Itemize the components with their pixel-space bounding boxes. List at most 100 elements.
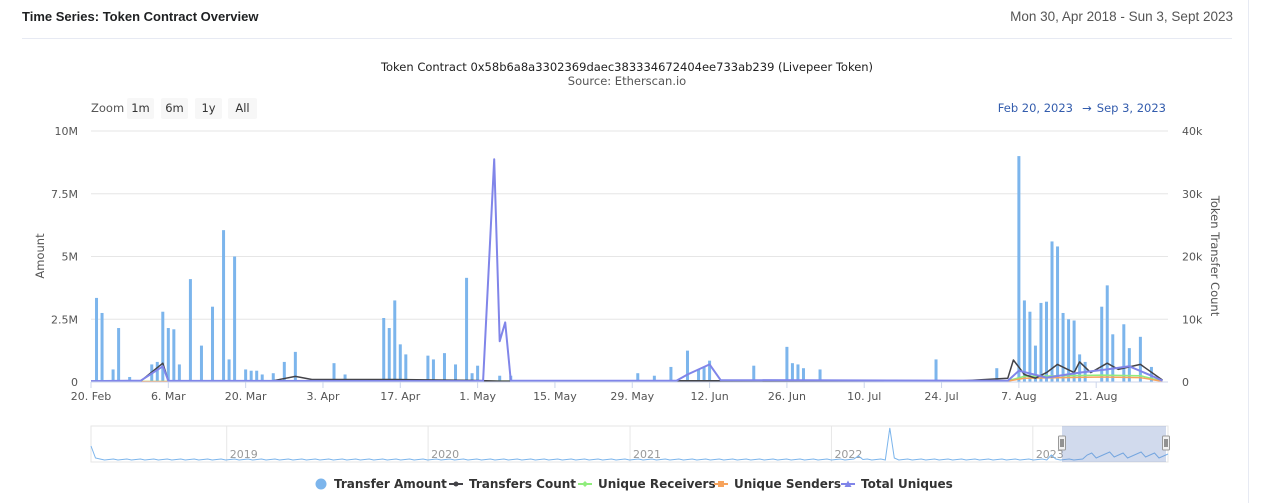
bar [161, 311, 165, 382]
bar [1111, 334, 1115, 382]
bar [454, 364, 458, 382]
zoom-button-6m[interactable]: 6m [161, 98, 188, 119]
zoom-button-1y[interactable]: 1y [195, 98, 222, 119]
navigator-years: 2019 2020 2021 2022 2023 [226, 426, 1064, 462]
bar [393, 300, 397, 382]
series-lines [90, 158, 1163, 383]
zoom-button-all[interactable]: All [228, 98, 257, 119]
bar [465, 277, 469, 382]
bar [172, 329, 176, 382]
bar [818, 369, 822, 382]
y2-tick-label: 30k [1182, 188, 1203, 201]
bar [498, 375, 502, 382]
bar [1044, 301, 1048, 382]
card-border [1248, 0, 1249, 503]
bar [332, 363, 336, 382]
navigator-left-handle[interactable] [1058, 435, 1066, 451]
bar [1028, 311, 1032, 382]
zoom-button-1m[interactable]: 1m [127, 98, 154, 119]
x-tick-label: 15. May [533, 390, 577, 403]
bar [1061, 312, 1065, 382]
y2-tick-label: 40k [1182, 125, 1203, 138]
bar [177, 364, 181, 382]
zoom-button-label: 1m [131, 101, 150, 115]
range-to[interactable]: Sep 3, 2023 [1097, 101, 1166, 115]
bar [260, 374, 264, 382]
range-arrow: → [1082, 101, 1092, 115]
bar [752, 365, 756, 382]
range-from[interactable]: Feb 20, 2023 [998, 101, 1073, 115]
legend-marker-circle [315, 478, 327, 490]
navigator-year-label: 2023 [1036, 448, 1064, 461]
x-tick-label: 20. Mar [225, 390, 267, 403]
y2-tick-label: 0 [1182, 376, 1189, 389]
navigator-right-handle[interactable] [1162, 435, 1170, 451]
navigator-year-label: 2021 [633, 448, 661, 461]
gridlines [91, 130, 1168, 320]
y2-axis-label: Token Transfer Count [1208, 195, 1222, 317]
bar [1022, 300, 1026, 382]
x-tick-label: 3. Apr [306, 390, 339, 403]
bar [470, 373, 474, 382]
bar [697, 369, 701, 382]
bar [702, 366, 706, 382]
legend-item-total-uniques[interactable]: Total Uniques [841, 477, 953, 491]
bar [1067, 319, 1071, 382]
navigator-selection[interactable] [1062, 426, 1166, 462]
x-tick-label: 20. Feb [71, 390, 111, 403]
legend-item-unique-senders[interactable]: Unique Senders [714, 477, 841, 491]
bar [227, 359, 231, 382]
page-title: Time Series: Token Contract Overview [22, 9, 259, 24]
bar [708, 360, 712, 382]
navigator[interactable]: 2019 2020 2021 2022 2023 [90, 425, 1170, 463]
bar [117, 328, 121, 382]
legend-label: Total Uniques [861, 477, 953, 491]
x-tick-label: 6. Mar [151, 390, 186, 403]
right-axis-ticks: 0 10k 20k 30k 40k [1182, 125, 1203, 389]
bar [1138, 336, 1142, 382]
bar [685, 350, 689, 382]
legend-label: Unique Senders [734, 477, 841, 491]
bar [1078, 354, 1082, 382]
bar [95, 297, 99, 382]
bar [1100, 306, 1104, 382]
bar [1127, 348, 1131, 382]
bars-transfer-amount [95, 156, 1153, 382]
navigator-year-label: 2020 [431, 448, 459, 461]
bar [249, 370, 253, 382]
zoom-button-label: 1y [201, 101, 215, 115]
bar [404, 354, 408, 382]
navigator-series [90, 427, 1169, 461]
zoom-button-label: 6m [165, 101, 184, 115]
bar [796, 364, 800, 382]
legend-marker-dot [453, 481, 459, 487]
y-tick-label: 2.5M [51, 313, 78, 326]
bar [382, 317, 386, 382]
x-tick-label: 12. Jun [690, 390, 728, 403]
bar [669, 366, 673, 382]
bar [801, 368, 805, 382]
left-axis-ticks: 0 2.5M 5M 7.5M 10M [51, 125, 78, 389]
y-tick-label: 5M [62, 251, 79, 264]
bar [244, 369, 248, 382]
legend-label: Transfer Amount [334, 477, 447, 491]
bar [222, 230, 226, 382]
legend-item-transfers-count[interactable]: Transfers Count [449, 477, 576, 491]
bar [1050, 241, 1054, 382]
y-axis-label: Amount [33, 233, 47, 279]
bar [211, 306, 215, 382]
bar [128, 376, 132, 382]
x-tick-label: 26. Jun [768, 390, 806, 403]
bar [1149, 366, 1153, 382]
bar [387, 328, 391, 382]
x-tick-label: 29. May [610, 390, 654, 403]
legend-item-transfer-amount[interactable]: Transfer Amount [315, 477, 448, 491]
bar [1105, 285, 1109, 382]
legend-item-unique-receivers[interactable]: Unique Receivers [578, 477, 716, 491]
x-axis-ticks: 20. Feb 6. Mar 20. Mar 3. Apr 17. Apr 1. May 1… [71, 382, 1117, 403]
y2-tick-label: 10k [1182, 313, 1203, 326]
chart-subtitle: Source: Etherscan.io [568, 74, 686, 88]
x-tick-label: 10. Jul [847, 390, 881, 403]
legend: Transfer Amount Transfers Count Unique R… [315, 477, 953, 491]
